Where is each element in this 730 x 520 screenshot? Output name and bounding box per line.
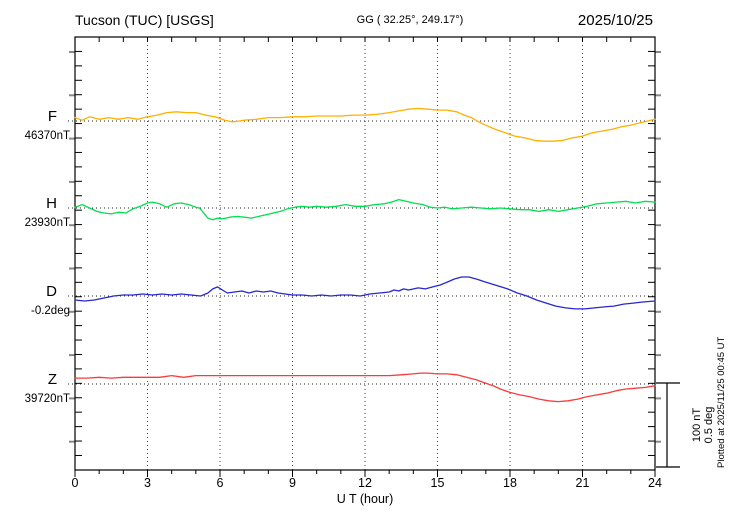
coordinates-label: GG ( 32.25°, 249.17°): [357, 14, 464, 26]
hour-tick-label: 18: [503, 476, 517, 490]
trace-f: [74, 107, 656, 142]
hour-tick-label: 3: [144, 476, 151, 490]
hour-tick-labels: 0 3 6 9 12 15 18 21 24: [72, 476, 662, 490]
trace-d: [74, 276, 656, 310]
scalebar: [656, 382, 680, 468]
date-label: 2025/10/25: [578, 12, 653, 29]
plot-frame: [74, 36, 656, 471]
channel-label-d: D: [46, 283, 57, 300]
traces-layer: [74, 107, 656, 403]
trace-z: [74, 372, 656, 403]
hour-tick-label: 24: [648, 476, 662, 490]
channel-label-f: F: [48, 108, 57, 125]
channel-value-f: 46370nT: [25, 130, 70, 142]
trace-h: [74, 198, 656, 221]
x-axis-label: U T (hour): [337, 492, 394, 506]
hour-tick-label: 15: [431, 476, 445, 490]
scalebar-label-nt: 100 nT: [691, 408, 703, 443]
hour-tick-label: 0: [72, 476, 79, 490]
hour-tick-label: 12: [358, 476, 372, 490]
scalebar-label-deg: 0.5 deg: [703, 407, 715, 444]
station-title: Tucson (TUC) [USGS]: [75, 12, 214, 28]
channel-label-h: H: [46, 195, 57, 212]
channel-value-z: 39720nT: [25, 393, 70, 405]
baselines-layer: [68, 120, 655, 385]
hour-tick-label: 21: [576, 476, 590, 490]
channel-label-z: Z: [48, 371, 57, 388]
hour-tick-label: 9: [289, 476, 296, 490]
hour-tick-label: 6: [217, 476, 224, 490]
plot-border: [74, 36, 656, 471]
channel-value-h: 23930nT: [25, 217, 70, 229]
plotted-timestamp: Plotted at 2025/11/25 00:45 UT: [716, 336, 727, 468]
channel-value-d: -0.2deg: [31, 305, 70, 317]
axis-ticks-layer: [69, 37, 661, 477]
gridlines-layer: [147, 37, 583, 470]
